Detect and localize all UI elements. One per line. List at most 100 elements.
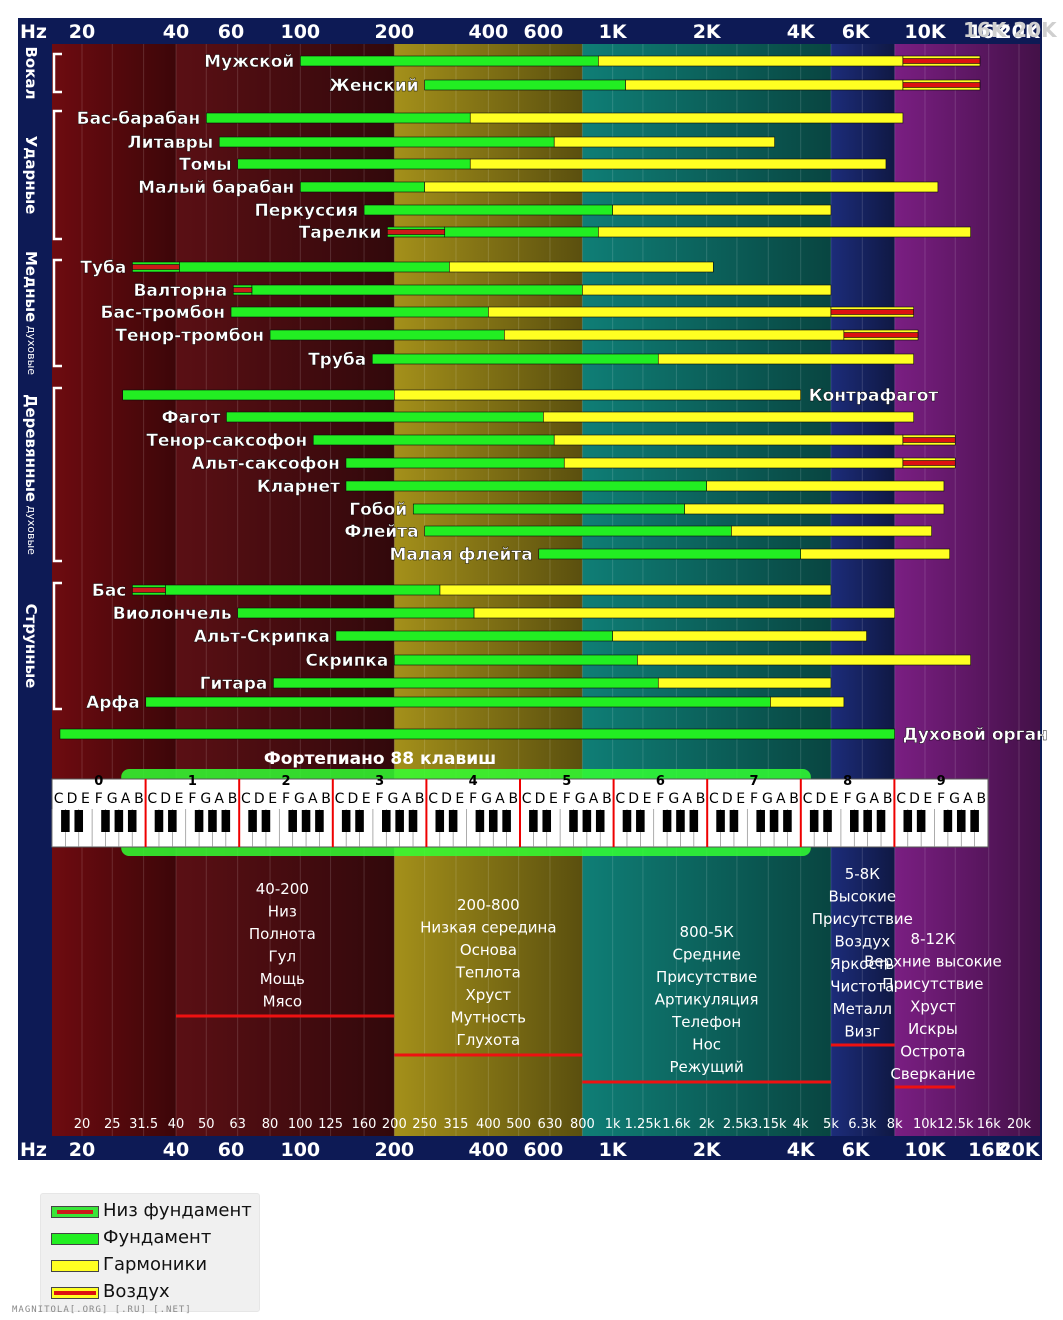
bar-fundamental <box>165 584 441 596</box>
top-tick-label: 40 <box>163 21 189 43</box>
black-key <box>769 810 779 832</box>
band-description-line: Основа <box>460 941 517 959</box>
black-key <box>61 810 70 832</box>
minor-tick-label: 1.25k <box>625 1117 662 1132</box>
minor-tick-label: 2k <box>699 1117 715 1132</box>
black-key <box>502 810 511 832</box>
piano-octave-number: 1 <box>188 774 197 789</box>
minor-tick-label: 315 <box>444 1117 469 1132</box>
band-description-line: Средние <box>672 946 740 964</box>
piano-note-letter: C <box>522 791 532 807</box>
axis-unit-bottom: Hz <box>20 1139 47 1161</box>
instrument-label: Литавры <box>128 133 214 153</box>
band-description-line: Мясо <box>263 993 302 1011</box>
band-description-line: Визг <box>844 1023 880 1041</box>
bottom-tick-label: 600 <box>524 1139 564 1161</box>
band-description-line: 40-200 <box>256 880 309 898</box>
bar-harmonics <box>563 457 904 469</box>
bar-fundamental <box>300 55 599 67</box>
minor-tick-label: 630 <box>538 1117 563 1132</box>
top-tick-label: 10K <box>904 21 946 43</box>
black-key <box>582 810 592 832</box>
black-key <box>448 810 458 832</box>
minor-tick-label: 63 <box>229 1117 246 1132</box>
black-key <box>529 810 538 832</box>
bottom-tick-label: 6K <box>842 1139 871 1161</box>
minor-tick-label: 1.6k <box>662 1117 691 1132</box>
legend-swatch <box>51 1260 99 1272</box>
bar-air <box>830 309 914 315</box>
black-key <box>823 810 832 832</box>
legend-label: Гармоники <box>103 1254 208 1275</box>
bar-harmonics <box>598 226 971 238</box>
band-description-line: Металл <box>833 1000 892 1018</box>
top-tick-label: 16K <box>968 21 1010 43</box>
black-key <box>716 810 725 832</box>
black-key <box>301 810 311 832</box>
black-key <box>916 810 926 832</box>
top-tick-label: 600 <box>524 21 564 43</box>
bar-harmonics <box>800 548 951 560</box>
band-description-line: Артикуляция <box>655 991 759 1009</box>
minor-tick-label: 3.15k <box>750 1117 787 1132</box>
bar-harmonics <box>424 181 939 193</box>
piano-octave-number: 0 <box>94 774 103 789</box>
piano-note-letter: F <box>937 791 945 807</box>
bar-harmonics <box>598 55 904 67</box>
piano-note-letter: B <box>696 791 706 807</box>
bar-low-fundamental <box>232 287 253 293</box>
bar-air <box>902 58 981 64</box>
black-key <box>74 810 84 832</box>
bar-harmonics <box>394 389 801 401</box>
bar-fundamental <box>345 480 707 492</box>
band-description-line: Глухота <box>457 1031 521 1049</box>
black-key <box>101 810 110 832</box>
minor-tick-label: 40 <box>168 1117 185 1132</box>
bar-fundamental <box>269 329 505 341</box>
bottom-tick-label: 2K <box>693 1139 722 1161</box>
instrument-label: Кларнет <box>257 477 340 497</box>
black-key <box>622 810 632 832</box>
group-label: Деревянные духовые <box>23 394 41 555</box>
bar-fundamental <box>345 457 565 469</box>
bottom-tick-label: 20K <box>998 1139 1040 1161</box>
bar-fundamental <box>237 607 475 619</box>
black-key <box>595 810 605 832</box>
piano-note-letter: A <box>870 791 880 807</box>
black-key <box>168 810 177 832</box>
band-description-line: Гул <box>268 948 296 966</box>
top-tick-label: 100 <box>280 21 320 43</box>
legend-label: Низ фундамент <box>103 1200 252 1221</box>
band-description-line: Присутствие <box>656 968 757 986</box>
piano-note-letter: D <box>535 791 546 807</box>
bar-harmonics <box>469 112 904 124</box>
minor-tick-label: 6.3k <box>848 1117 877 1132</box>
bar-fundamental <box>226 411 544 423</box>
bottom-tick-label: 1K <box>599 1139 628 1161</box>
bar-harmonics <box>637 654 971 666</box>
piano-note-letter: A <box>121 791 131 807</box>
black-key <box>756 810 765 832</box>
minor-tick-label: 80 <box>262 1117 279 1132</box>
top-tick-label: 20 <box>69 21 95 43</box>
piano-note-letter: C <box>709 791 719 807</box>
piano-note-letter: B <box>321 791 331 807</box>
instrument-label: Туба <box>80 258 126 278</box>
instrument-label: Тарелки <box>299 223 382 243</box>
band-description-line: Верхние высокие <box>864 953 1002 971</box>
minor-tick-label: 20 <box>74 1117 91 1132</box>
piano-note-letter: D <box>628 791 639 807</box>
group-label: Ударные <box>23 136 41 215</box>
piano-octave-number: 9 <box>937 774 946 789</box>
bar-harmonics <box>582 284 832 296</box>
piano-note-letter: C <box>428 791 438 807</box>
group-label: Медные духовые <box>23 251 41 375</box>
piano-note-letter: C <box>803 791 813 807</box>
piano-note-letter: E <box>549 791 558 807</box>
piano-note-letter: D <box>254 791 265 807</box>
top-tick-label: 2K <box>693 21 722 43</box>
bar-fundamental <box>230 306 489 318</box>
piano-title: Фортепиано 88 клавиш <box>264 749 496 769</box>
top-tick-label: 20K <box>998 21 1040 43</box>
